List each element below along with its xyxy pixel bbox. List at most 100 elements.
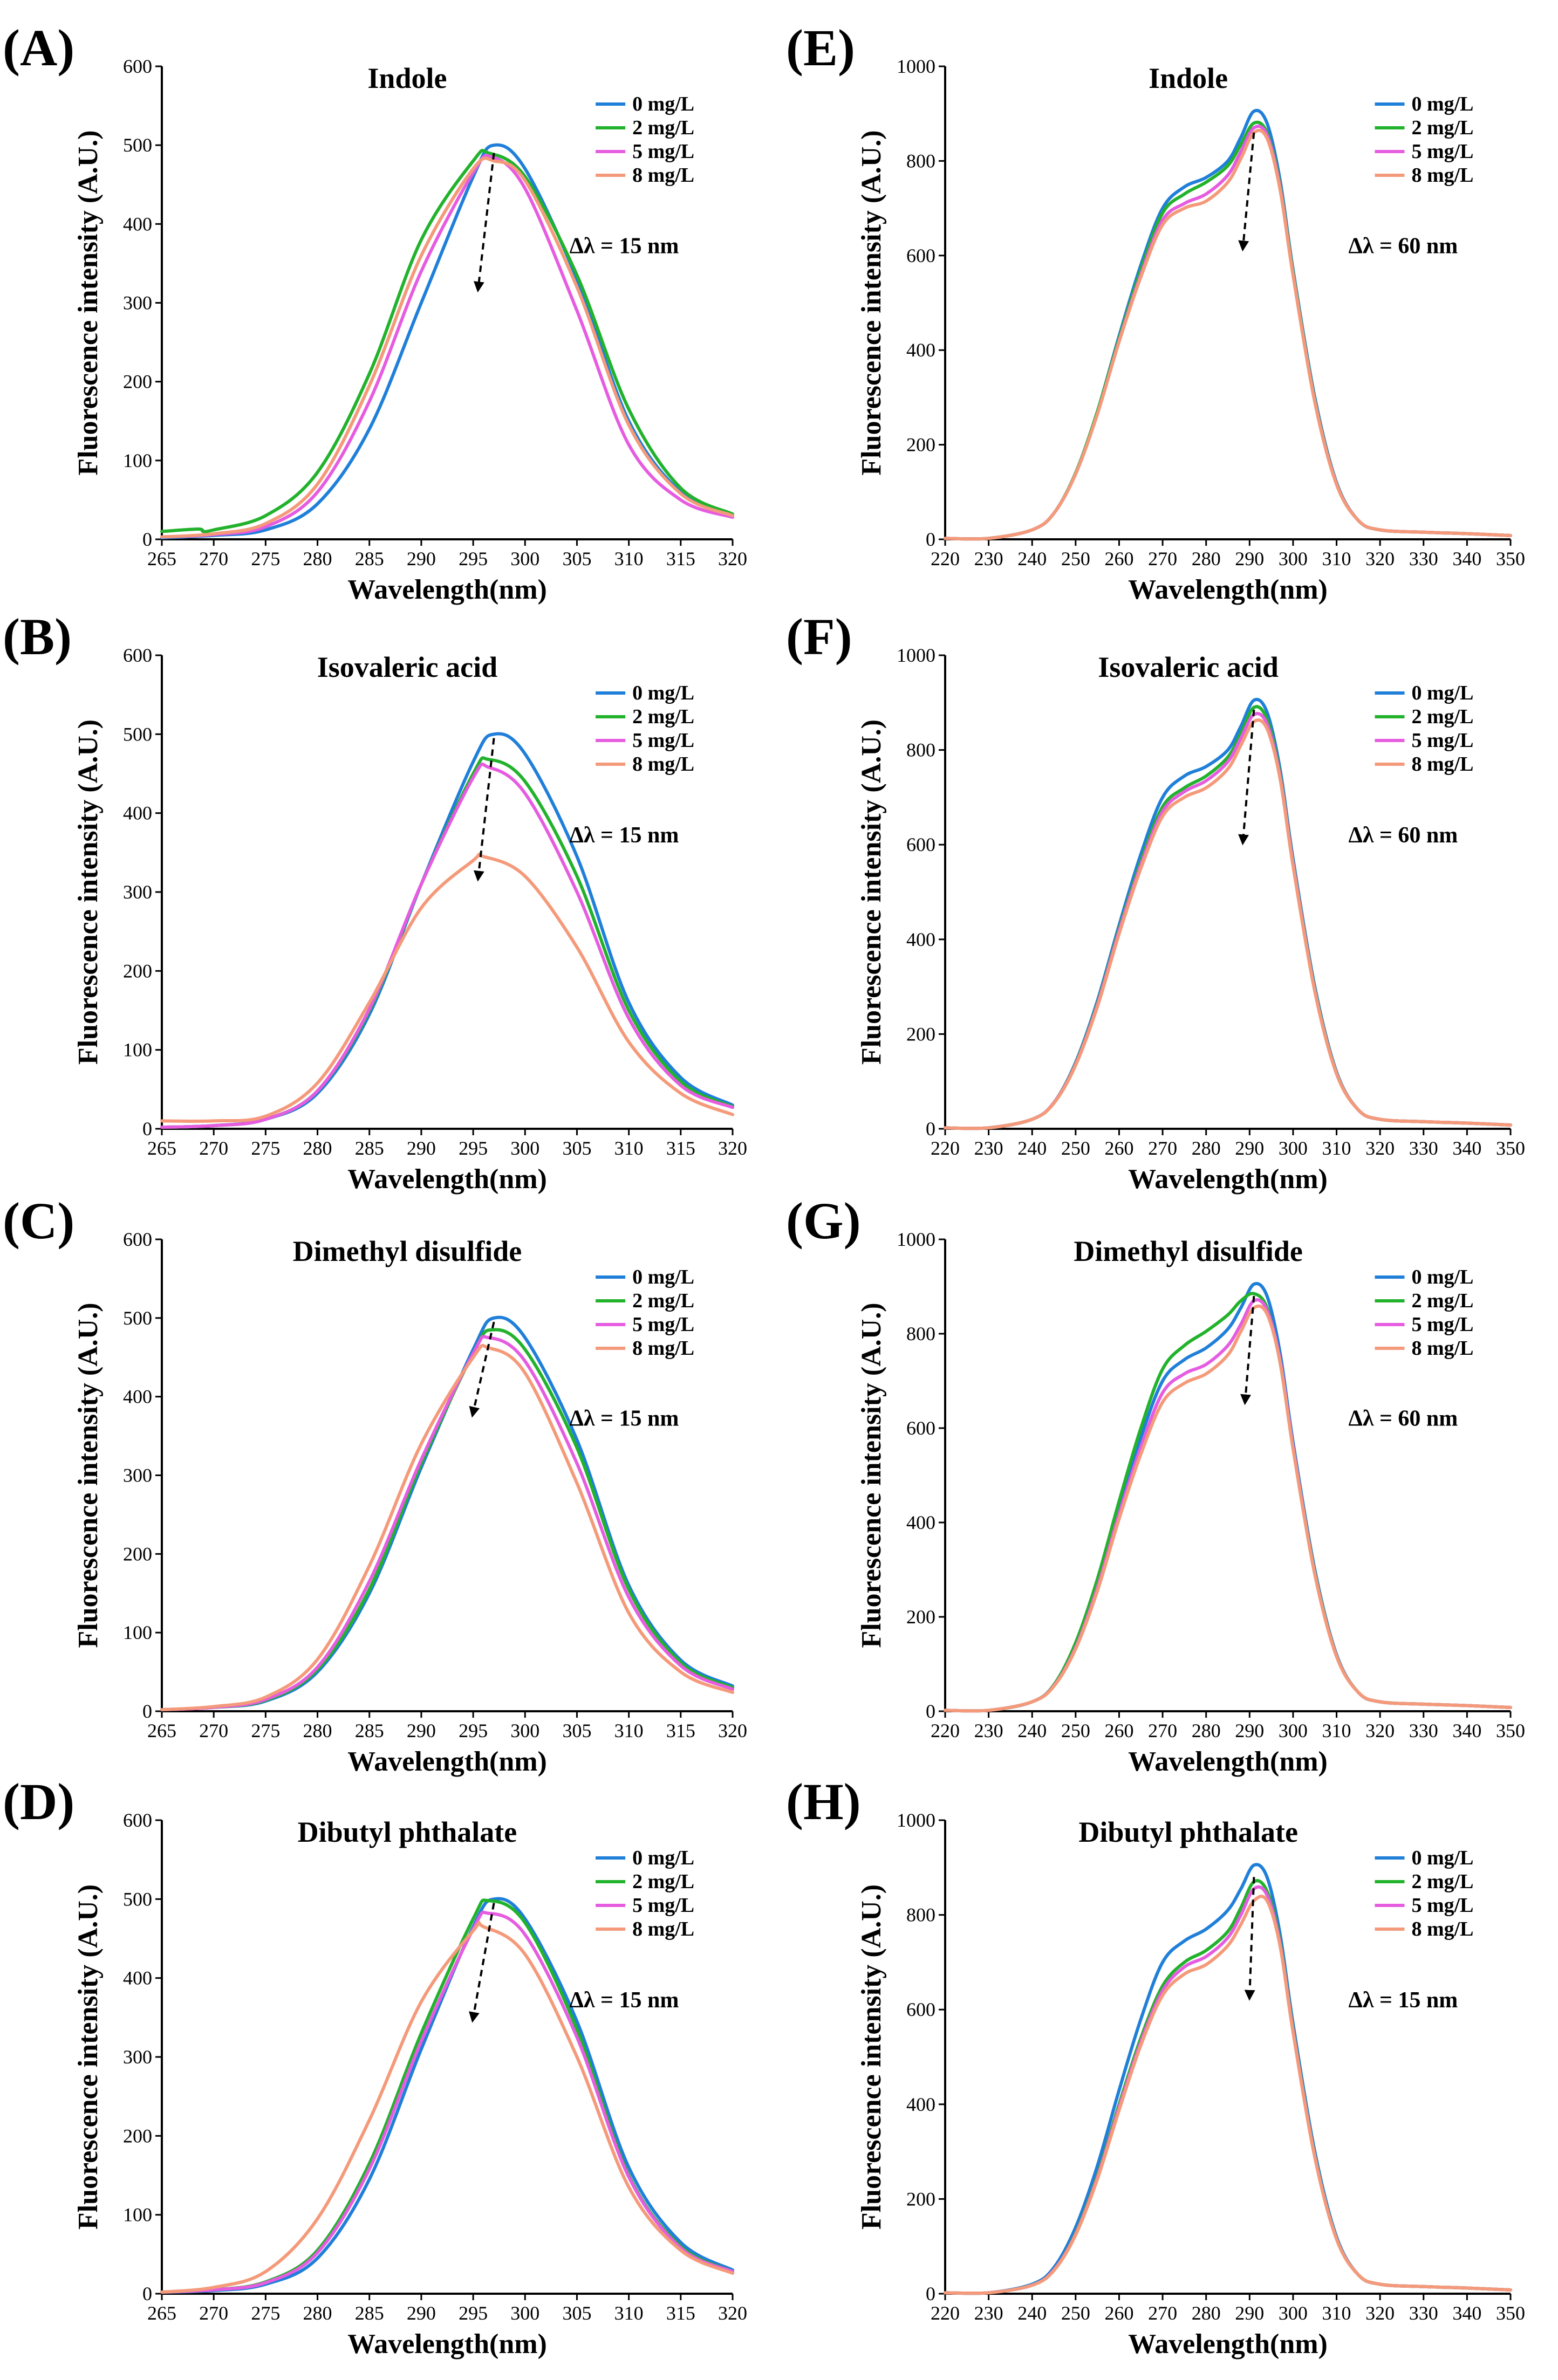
y-tick-label: 200: [906, 1606, 935, 1628]
x-tick-label: 260: [1104, 2302, 1133, 2324]
delta-lambda-annotation: Δλ = 60 nm: [1349, 823, 1458, 848]
x-tick-label: 310: [614, 1720, 644, 1741]
x-tick-label: 280: [1192, 2302, 1221, 2324]
legend-label: 8 mg/L: [632, 1918, 694, 1940]
y-tick-label: 1000: [897, 1229, 935, 1250]
x-tick-label: 275: [251, 548, 280, 570]
x-tick-label: 290: [407, 1137, 436, 1159]
legend-label: 0 mg/L: [632, 682, 694, 704]
y-tick-label: 0: [142, 1700, 152, 1722]
legend-label: 5 mg/L: [1411, 140, 1473, 163]
chart-title: Dibutyl phthalate: [1078, 1816, 1298, 1848]
panel-h: (H) Dibutyl phthalate 0 200 400 600 800 1000 220…: [786, 1773, 1525, 2360]
delta-lambda-annotation: Δλ = 60 nm: [1349, 234, 1458, 258]
x-tick-label: 260: [1104, 548, 1133, 570]
y-axis-label: Fluorescence intensity (A.U.): [856, 1884, 887, 2230]
y-tick-label: 0: [926, 529, 935, 550]
y-tick-label: 1000: [897, 56, 935, 77]
y-tick-label: 600: [906, 1417, 935, 1439]
x-tick-label: 295: [459, 1137, 488, 1159]
x-tick-label: 310: [614, 1137, 644, 1159]
y-tick-label: 400: [906, 2094, 935, 2115]
y-tick-label: 400: [123, 213, 152, 235]
legend-label: 0 mg/L: [1411, 682, 1473, 704]
chart-title: Dimethyl disulfide: [293, 1235, 522, 1267]
x-tick-label: 275: [251, 1720, 280, 1741]
y-tick-label: 600: [123, 56, 152, 77]
x-tick-label: 240: [1017, 2302, 1047, 2324]
y-tick-label: 0: [926, 2283, 935, 2304]
series-line-8-mgL: [944, 1304, 1512, 1713]
panel-e: (E) Indole 0 200 400 600 800 1000 220 230 240 250 26…: [786, 19, 1525, 605]
y-axis-label: Fluorescence intensity (A.U.): [856, 719, 887, 1065]
delta-lambda-annotation: Δλ = 15 nm: [570, 1988, 679, 2013]
chart-title: Indole: [1149, 62, 1228, 94]
y-tick-label: 1000: [897, 1809, 935, 1831]
y-tick-label: 0: [142, 1118, 152, 1140]
legend: 0 mg/L2 mg/L5 mg/L8 mg/L: [1375, 93, 1474, 187]
panel-letter: (H): [786, 1773, 861, 1830]
y-tick-label: 200: [123, 1543, 152, 1565]
y-axis-label: Fluorescence intensity (A.U.): [73, 1884, 104, 2230]
series-line-8-mgL: [944, 128, 1512, 541]
y-tick-label: 200: [123, 371, 152, 393]
x-tick-label: 250: [1061, 1137, 1090, 1159]
y-tick-label: 800: [906, 739, 935, 761]
trend-arrow: [1244, 1877, 1255, 2001]
x-tick-label: 285: [355, 2302, 384, 2324]
x-tick-label: 220: [931, 548, 960, 570]
y-tick-label: 600: [906, 1999, 935, 2020]
panel-letter: (G): [786, 1192, 861, 1250]
series-line-8-mgL: [944, 718, 1512, 1130]
legend: 0 mg/L2 mg/L5 mg/L8 mg/L: [596, 1847, 694, 1940]
x-tick-label: 315: [666, 2302, 695, 2324]
y-tick-label: 200: [123, 2125, 152, 2146]
legend-label: 0 mg/L: [1411, 93, 1473, 115]
x-tick-label: 340: [1452, 1137, 1481, 1159]
legend-label: 2 mg/L: [632, 1290, 694, 1312]
x-tick-label: 310: [614, 2302, 644, 2324]
x-tick-label: 295: [459, 1720, 488, 1741]
x-tick-label: 230: [974, 548, 1003, 570]
series-line-2-mgL: [160, 756, 734, 1129]
delta-lambda-annotation: Δλ = 15 nm: [570, 1407, 679, 1431]
panel-letter: (F): [786, 608, 852, 666]
x-tick-label: 300: [510, 1720, 539, 1741]
series-line-8-mgL: [160, 1343, 734, 1712]
x-tick-label: 285: [355, 1720, 384, 1741]
legend-label: 5 mg/L: [632, 1894, 694, 1917]
series-line-2-mgL: [160, 1328, 734, 1712]
legend-label: 2 mg/L: [1411, 1290, 1473, 1312]
x-tick-label: 340: [1452, 548, 1481, 570]
legend-label: 8 mg/L: [1411, 164, 1473, 187]
x-tick-label: 280: [303, 548, 332, 570]
panel-letter: (A): [3, 19, 74, 77]
legend-label: 5 mg/L: [632, 729, 694, 752]
y-axis-label: Fluorescence intensity (A.U.): [856, 130, 887, 475]
legend-label: 2 mg/L: [632, 1870, 694, 1893]
y-tick-label: 500: [123, 134, 152, 156]
y-tick-label: 200: [906, 2188, 935, 2210]
series-line-2-mgL: [160, 1898, 734, 2294]
x-axis-label: Wavelength(nm): [1128, 1746, 1328, 1777]
series-line-5-mgL: [160, 1335, 734, 1712]
trend-arrow: [473, 153, 495, 293]
series-line-5-mgL: [944, 125, 1512, 541]
series-line-5-mgL: [160, 762, 734, 1129]
panel-a: (A) Indole 0 100 200 300 400 500 600 265 270 275 280…: [3, 19, 747, 605]
x-axis-label: Wavelength(nm): [347, 2329, 547, 2360]
x-tick-label: 220: [931, 1720, 960, 1741]
legend: 0 mg/L2 mg/L5 mg/L8 mg/L: [1375, 682, 1474, 776]
x-axis-label: Wavelength(nm): [1128, 574, 1328, 605]
legend-label: 2 mg/L: [1411, 705, 1473, 728]
delta-lambda-annotation: Δλ = 15 nm: [1349, 1988, 1458, 2013]
x-tick-label: 220: [931, 2302, 960, 2324]
series-line-8-mgL: [160, 1921, 734, 2294]
x-tick-label: 295: [459, 548, 488, 570]
legend-label: 0 mg/L: [632, 1266, 694, 1288]
x-tick-label: 260: [1104, 1720, 1133, 1741]
x-tick-label: 270: [199, 548, 228, 570]
x-tick-label: 230: [974, 1137, 1003, 1159]
x-tick-label: 305: [562, 548, 591, 570]
